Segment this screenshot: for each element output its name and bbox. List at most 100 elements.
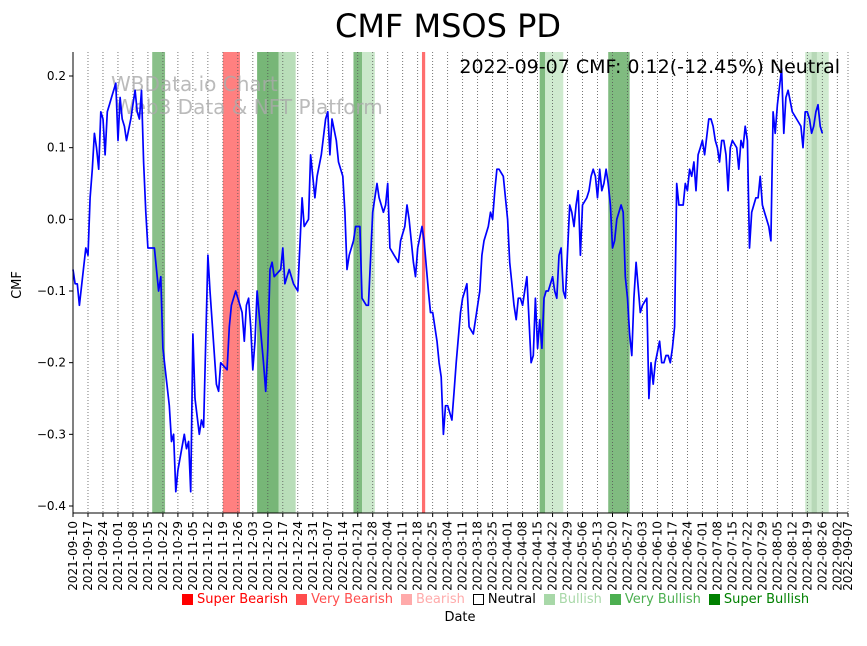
cmf-series-line: [72, 67, 824, 493]
x-tick-label-2022-07-15: 2022-07-15: [725, 521, 739, 591]
x-tick-label-2021-12-10: 2021-12-10: [261, 521, 275, 591]
signal-band-6: [421, 52, 426, 513]
x-tick-label-2021-09-10: 2021-09-10: [66, 521, 80, 591]
x-tick-label-2022-04-08: 2022-04-08: [516, 521, 530, 591]
x-tick-label-2022-01-28: 2022-01-28: [366, 521, 380, 591]
y-tick-label-0.2: 0.2: [47, 69, 66, 83]
legend-item-bullish: Bullish: [543, 592, 602, 607]
x-tick-label-2021-11-05: 2021-11-05: [186, 521, 200, 591]
x-tick-label-2021-12-03: 2021-12-03: [246, 521, 260, 591]
signal-band-0: [152, 52, 166, 513]
axes: [72, 52, 848, 514]
x-tick-label-2021-10-29: 2021-10-29: [171, 521, 185, 591]
y-tick-label--0.2: −0.2: [37, 356, 66, 370]
x-tick-label-2022-07-22: 2022-07-22: [740, 521, 754, 591]
x-tick-label-2022-03-04: 2022-03-04: [441, 521, 455, 591]
signal-band-5: [362, 52, 375, 513]
x-tick-label-2022-07-01: 2022-07-01: [695, 521, 709, 591]
x-tick-label-2021-10-01: 2021-10-01: [111, 521, 125, 591]
x-tick-label-2022-08-26: 2022-08-26: [815, 521, 829, 591]
legend-swatch: [296, 594, 308, 605]
legend-swatch: [543, 594, 555, 605]
x-tick-label-2021-10-22: 2021-10-22: [156, 521, 170, 591]
x-tick-label-2022-08-19: 2022-08-19: [800, 521, 814, 591]
signal-band-10: [805, 52, 812, 513]
y-tick-label--0.3: −0.3: [37, 427, 66, 441]
y-tick-label--0.1: −0.1: [37, 284, 66, 298]
legend-item-neutral: Neutral: [472, 592, 536, 607]
x-tick-label-2022-06-03: 2022-06-03: [635, 521, 649, 591]
signal-band-2: [257, 52, 279, 513]
x-tick-label-2022-02-04: 2022-02-04: [381, 521, 395, 591]
x-tick-label-2022-05-27: 2022-05-27: [620, 521, 634, 591]
x-tick-label-2022-02-25: 2022-02-25: [426, 521, 440, 591]
signal-band-9: [608, 52, 630, 513]
x-tick-label-2022-04-15: 2022-04-15: [531, 521, 545, 591]
watermark-line-1: WBData.io Chart: [111, 72, 278, 96]
legend-item-very-bullish: Very Bullish: [609, 592, 701, 607]
x-tick-label-2022-04-29: 2022-04-29: [561, 521, 575, 591]
x-tick-label-2022-03-25: 2022-03-25: [486, 521, 500, 591]
x-tick-label-2021-10-08: 2021-10-08: [126, 521, 140, 591]
x-tick-label-2022-06-17: 2022-06-17: [665, 521, 679, 591]
legend-label: Very Bullish: [624, 592, 701, 607]
x-tick-label-2022-05-13: 2022-05-13: [591, 521, 605, 591]
x-tick-label-2022-09-02: 2022-09-02: [830, 521, 844, 591]
legend-label: Bullish: [558, 592, 602, 607]
x-tick-label-2022-03-18: 2022-03-18: [471, 521, 485, 591]
signal-bands: [152, 52, 829, 513]
legend-swatch: [400, 594, 412, 605]
x-tick-label-2021-10-15: 2021-10-15: [141, 521, 155, 591]
x-tick-label-2021-09-24: 2021-09-24: [96, 521, 110, 591]
x-tick-label-2022-05-20: 2022-05-20: [606, 521, 620, 591]
x-tick-label-2022-05-06: 2022-05-06: [576, 521, 590, 591]
signal-legend: Super Bearish Very Bearish Bearish Neutral B…: [182, 592, 817, 607]
x-tick-label-2022-01-14: 2022-01-14: [336, 521, 350, 591]
chart-title: CMF MSOS PD: [335, 7, 561, 45]
legend-swatch: [182, 594, 193, 605]
y-axis-label: CMF: [10, 271, 25, 299]
legend-label: Super Bullish: [723, 592, 810, 607]
x-tick-label-2022-08-05: 2022-08-05: [770, 521, 784, 591]
x-tick-label-2022-02-11: 2022-02-11: [396, 521, 410, 591]
legend-swatch: [708, 594, 720, 605]
y-tick-label--0.4: −0.4: [37, 499, 66, 513]
legend-item-very-bearish: Very Bearish: [296, 592, 393, 607]
x-tick-label-2022-03-11: 2022-03-11: [456, 521, 470, 591]
signal-band-7: [539, 52, 546, 513]
legend-item-bearish: Bearish: [400, 592, 465, 607]
signal-band-11: [811, 52, 817, 513]
x-tick-label-2021-12-17: 2021-12-17: [276, 521, 290, 591]
x-tick-label-2022-07-08: 2022-07-08: [710, 521, 724, 591]
legend-label: Very Bearish: [311, 592, 393, 607]
legend-item-super-bullish: Super Bullish: [708, 592, 810, 607]
x-tick-label-2022-04-01: 2022-04-01: [501, 521, 515, 591]
x-tick-label-2022-01-21: 2022-01-21: [351, 521, 365, 591]
x-tick-label-2022-07-29: 2022-07-29: [755, 521, 769, 591]
x-tick-label-2022-04-22: 2022-04-22: [546, 521, 560, 591]
x-tick-label-2021-11-12: 2021-11-12: [201, 521, 215, 591]
y-tick-label-0.1: 0.1: [47, 141, 66, 155]
legend-swatch: [609, 594, 621, 605]
signal-band-4: [353, 52, 363, 513]
signal-band-1: [222, 52, 240, 513]
x-tick-label-2022-06-10: 2022-06-10: [650, 521, 664, 591]
annotation-text: 2022-09-07 CMF: 0.12(-12.45%) Neutral: [459, 56, 840, 78]
y-ticks: −0.4 −0.3 −0.2 −0.1 0.0 0.1 0.2: [37, 69, 73, 513]
x-tick-label-2022-06-24: 2022-06-24: [680, 521, 694, 591]
x-tick-label-2021-11-19: 2021-11-19: [216, 521, 230, 591]
legend-label: Bearish: [415, 592, 465, 607]
legend-label: Super Bearish: [197, 592, 289, 607]
watermark-line-2: Web3 Data & NFT Platform: [115, 95, 383, 119]
x-tick-label-2022-09-07: 2022-09-07: [841, 521, 855, 591]
x-tick-label-2021-11-26: 2021-11-26: [231, 521, 245, 591]
x-tick-label-2022-01-07: 2022-01-07: [321, 521, 335, 591]
legend-swatch: [472, 594, 484, 605]
x-tick-label-2021-12-24: 2021-12-24: [291, 521, 305, 591]
x-tick-label-2021-09-17: 2021-09-17: [81, 521, 95, 591]
legend-item-super-bearish: Super Bearish: [182, 592, 288, 607]
x-axis-label: Date: [444, 610, 475, 625]
x-tick-label-2022-02-18: 2022-02-18: [411, 521, 425, 591]
x-tick-label-2021-12-31: 2021-12-31: [306, 521, 320, 591]
